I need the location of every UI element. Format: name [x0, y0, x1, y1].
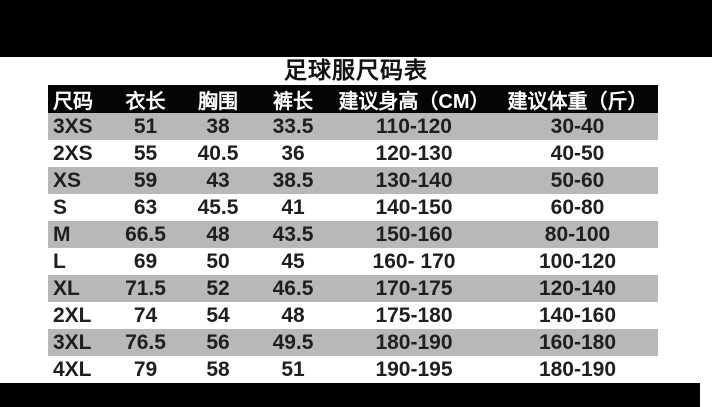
cell-jacket-length: 59: [133, 168, 158, 192]
top-black-bar: [0, 0, 712, 57]
cell-height-range: 180-190: [375, 330, 453, 354]
cell-pants-length: 51: [281, 357, 305, 381]
cell-pants-length: 33.5: [272, 114, 314, 138]
table-row: S 63 45.5 41 140-150 60-80: [48, 194, 658, 221]
table-header-row: 尺码 衣长 胸围 裤长 建议身高（CM） 建议体重（斤）: [48, 85, 658, 113]
cell-height-range: 160- 170: [372, 249, 456, 273]
cell-pants-length: 43.5: [272, 222, 314, 246]
header-cell-jacket-length: 衣长: [125, 90, 166, 113]
table-row: 3XL 76.5 56 49.5 180-190 160-180: [48, 329, 658, 356]
cell-height-range: 150-160: [375, 222, 453, 246]
cell-chest: 52: [206, 276, 230, 300]
cell-jacket-length: 51: [133, 114, 158, 138]
page-title: 足球服尺码表: [284, 57, 428, 84]
table-row: L 69 50 45 160- 170 100-120: [48, 248, 658, 275]
cell-weight-range: 120-140: [538, 276, 617, 300]
cell-chest: 40.5: [197, 141, 239, 165]
table-row: 3XS 51 38 33.5 110-120 30-40: [48, 113, 658, 140]
header-cell-height-range: 建议身高（CM）: [338, 90, 490, 113]
header-cell-chest: 胸围: [198, 90, 238, 113]
cell-size: 4XL: [53, 357, 92, 381]
header-cell-weight-range: 建议体重（斤）: [507, 90, 648, 113]
cell-chest: 38: [206, 114, 230, 138]
cell-pants-length: 46.5: [272, 276, 314, 300]
cell-chest: 45.5: [197, 195, 239, 219]
cell-chest: 50: [206, 249, 230, 273]
cell-pants-length: 41: [281, 195, 305, 219]
cell-jacket-length: 79: [133, 357, 158, 381]
cell-weight-range: 80-100: [544, 222, 611, 246]
cell-weight-range: 30-40: [550, 114, 605, 138]
cell-weight-range: 160-180: [538, 330, 617, 354]
cell-pants-length: 38.5: [272, 168, 314, 192]
cell-size: XL: [53, 276, 80, 300]
table-body: 3XS 51 38 33.5 110-120 30-40 2XS 55 40.5 36 120-13…: [48, 113, 658, 383]
cell-jacket-length: 74: [133, 303, 158, 327]
cell-jacket-length: 66.5: [125, 222, 166, 246]
cell-size: 3XL: [53, 330, 92, 354]
bottom-black-bar: [0, 383, 700, 407]
cell-chest: 54: [206, 303, 230, 327]
cell-size: M: [53, 222, 71, 246]
cell-chest: 58: [206, 357, 230, 381]
cell-jacket-length: 55: [133, 141, 158, 165]
cell-weight-range: 60-80: [550, 195, 605, 219]
cell-height-range: 175-180: [375, 303, 453, 327]
cell-pants-length: 36: [281, 141, 305, 165]
cell-weight-range: 40-50: [550, 141, 605, 165]
cell-jacket-length: 69: [133, 249, 158, 273]
table-row: 4XL 79 58 51 190-195 180-190: [48, 356, 658, 383]
cell-height-range: 130-140: [375, 168, 453, 192]
cell-height-range: 170-175: [375, 276, 453, 300]
cell-weight-range: 140-160: [538, 303, 617, 327]
header-cell-pants-length: 裤长: [273, 90, 313, 113]
cell-size: 3XS: [53, 114, 93, 138]
cell-size: 2XL: [53, 303, 92, 327]
cell-chest: 43: [206, 168, 230, 192]
table-row: 2XS 55 40.5 36 120-130 40-50: [48, 140, 658, 167]
cell-height-range: 120-130: [375, 141, 453, 165]
cell-pants-length: 48: [281, 303, 305, 327]
table-row: M 66.5 48 43.5 150-160 80-100: [48, 221, 658, 248]
size-table: 尺码 衣长 胸围 裤长 建议身高（CM） 建议体重（斤） 3XS 51 38 33.5 110-1…: [48, 85, 658, 383]
table-row: XL 71.5 52 46.5 170-175 120-140: [48, 275, 658, 302]
cell-size: 2XS: [53, 141, 93, 165]
table-row: XS 59 43 38.5 130-140 50-60: [48, 167, 658, 194]
table-row: 2XL 74 54 48 175-180 140-160: [48, 302, 658, 329]
cell-jacket-length: 76.5: [125, 330, 166, 354]
cell-chest: 56: [206, 330, 230, 354]
cell-pants-length: 49.5: [272, 330, 314, 354]
header-cell-size: 尺码: [53, 90, 93, 113]
cell-height-range: 110-120: [376, 114, 452, 138]
cell-weight-range: 180-190: [538, 357, 617, 381]
cell-size: XS: [53, 168, 82, 192]
cell-weight-range: 100-120: [538, 249, 617, 273]
cell-chest: 48: [206, 222, 230, 246]
cell-weight-range: 50-60: [550, 168, 605, 192]
cell-size: L: [53, 249, 66, 273]
cell-size: S: [53, 195, 68, 219]
cell-jacket-length: 63: [133, 195, 158, 219]
cell-height-range: 190-195: [375, 357, 453, 381]
cell-height-range: 140-150: [375, 195, 453, 219]
cell-jacket-length: 71.5: [125, 276, 166, 300]
cell-pants-length: 45: [281, 249, 305, 273]
